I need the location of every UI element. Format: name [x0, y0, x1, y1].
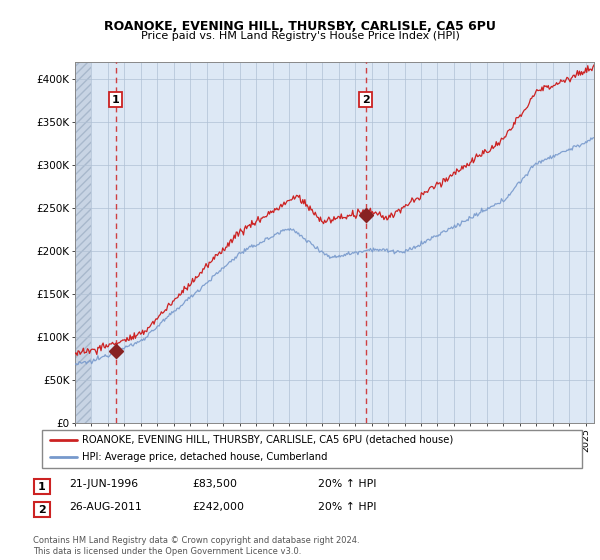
FancyBboxPatch shape [42, 430, 582, 468]
Text: Price paid vs. HM Land Registry's House Price Index (HPI): Price paid vs. HM Land Registry's House … [140, 31, 460, 41]
Text: HPI: Average price, detached house, Cumberland: HPI: Average price, detached house, Cumb… [83, 452, 328, 463]
Text: £242,000: £242,000 [192, 502, 244, 512]
FancyBboxPatch shape [34, 502, 50, 517]
Text: 2: 2 [362, 95, 370, 105]
Text: 20% ↑ HPI: 20% ↑ HPI [318, 502, 377, 512]
Text: 21-JUN-1996: 21-JUN-1996 [69, 479, 138, 489]
Text: 1: 1 [112, 95, 119, 105]
Text: Contains HM Land Registry data © Crown copyright and database right 2024.
This d: Contains HM Land Registry data © Crown c… [33, 536, 359, 556]
Text: 1: 1 [38, 482, 46, 492]
Text: ROANOKE, EVENING HILL, THURSBY, CARLISLE, CA5 6PU: ROANOKE, EVENING HILL, THURSBY, CARLISLE… [104, 20, 496, 32]
Text: 26-AUG-2011: 26-AUG-2011 [69, 502, 142, 512]
FancyBboxPatch shape [34, 479, 50, 494]
Bar [75, 62, 91, 423]
Text: 2: 2 [38, 505, 46, 515]
Text: ROANOKE, EVENING HILL, THURSBY, CARLISLE, CA5 6PU (detached house): ROANOKE, EVENING HILL, THURSBY, CARLISLE… [83, 435, 454, 445]
Text: 20% ↑ HPI: 20% ↑ HPI [318, 479, 377, 489]
Text: £83,500: £83,500 [192, 479, 237, 489]
